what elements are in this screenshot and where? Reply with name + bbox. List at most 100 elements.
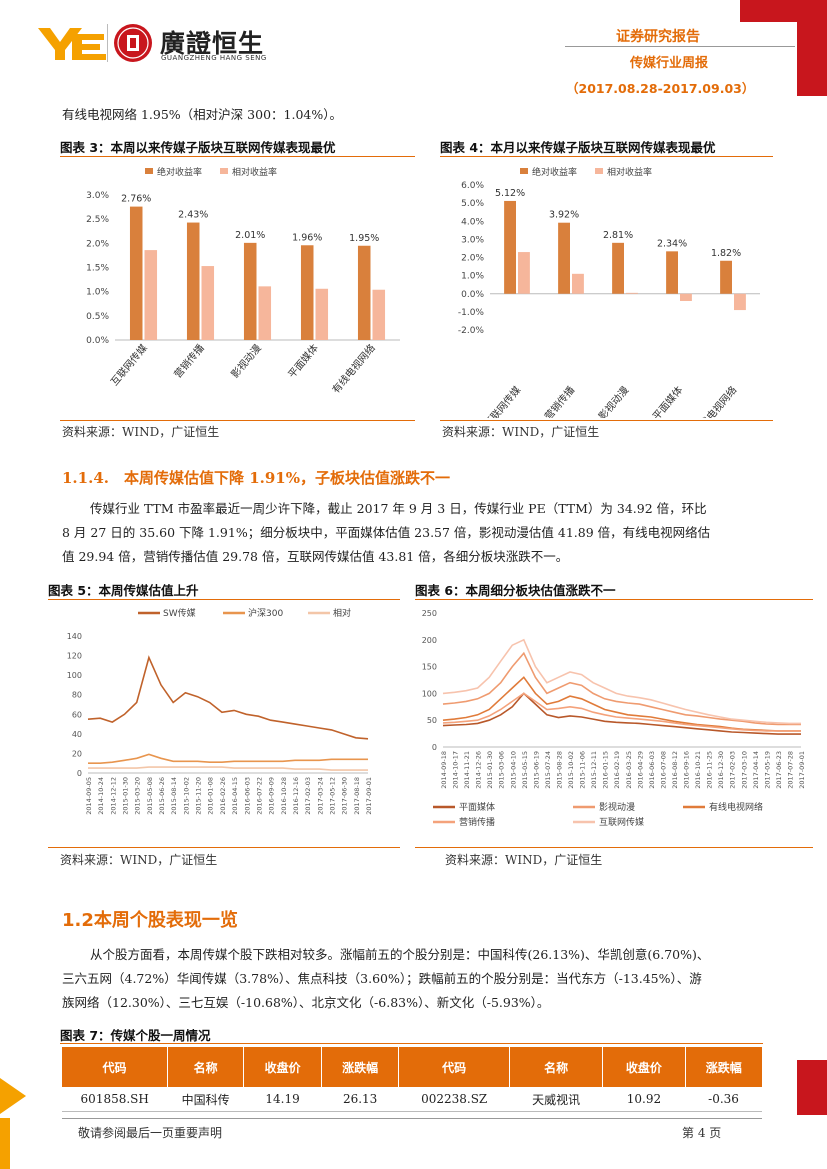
header: 廣證恒生 GUANGZHENG HANG SENG 证券研究报告 传媒行业周报 … [0, 0, 827, 100]
series-line [88, 766, 368, 771]
table-cell: 14.19 [243, 1087, 322, 1112]
x-tick-label: 2015-01-30 [122, 777, 130, 815]
legend-label: 平面媒体 [459, 801, 495, 813]
x-tick-label: 2017-03-24 [316, 777, 324, 815]
x-tick-label: 2017-06-30 [341, 777, 349, 815]
legend-label: 营销传播 [459, 816, 495, 828]
data-label: 1.96% [292, 232, 322, 243]
y-tick-label: 2.0% [461, 254, 484, 264]
x-tick-label: 2016-03-25 [625, 751, 633, 789]
x-tick-label: 2015-10-02 [182, 777, 190, 815]
x-tick-label: 2016-09-16 [683, 751, 691, 789]
fig4-bottom-rule [440, 420, 773, 421]
table-cell: 天威视讯 [509, 1087, 603, 1112]
legend-swatch [595, 168, 603, 174]
bar [612, 242, 624, 294]
company-logo [38, 28, 106, 60]
y-tick-label: 100 [67, 671, 82, 680]
para-line: 8 月 27 日的 35.60 下降 1.91%；细分板块中，平面媒体估值 23… [62, 525, 711, 540]
data-label: 1.82% [711, 248, 741, 259]
x-tick-label: 2014-09-18 [440, 751, 448, 789]
legend-label: 影视动漫 [599, 801, 635, 813]
bar [372, 289, 386, 340]
x-tick-label: 2016-07-22 [255, 777, 263, 815]
header-red-bar [797, 22, 827, 96]
fig4-title-rule [440, 156, 773, 157]
y-tick-label: 140 [67, 632, 82, 641]
data-label: 2.01% [235, 230, 265, 241]
series-line [87, 655, 369, 740]
x-tick-label: 2017-09-01 [798, 751, 806, 789]
data-label: 1.95% [349, 233, 379, 244]
x-tick-label: 有线电视网络 [691, 384, 740, 418]
legend-label: 有线电视网络 [709, 801, 763, 813]
fig7-title-rule [60, 1043, 763, 1044]
x-tick-label: 2015-06-19 [532, 751, 540, 789]
legend-swatch [520, 168, 528, 174]
y-tick-label: 3.0% [86, 191, 109, 201]
table-header-row: 代码 名称 收盘价 涨跌幅 代码 名称 收盘价 涨跌幅 [62, 1047, 762, 1087]
data-label: 2.34% [657, 238, 687, 249]
fig5-bottom-rule [48, 847, 400, 848]
y-tick-label: 120 [67, 652, 82, 661]
table-cell: 601858.SH [62, 1087, 168, 1112]
y-tick-label: 250 [422, 609, 437, 618]
col-header: 涨跌幅 [321, 1047, 400, 1087]
x-tick-label: 2017-09-01 [365, 777, 373, 815]
y-tick-label: 100 [422, 689, 437, 698]
series-line [442, 638, 801, 725]
fig5-chart: 0 20 40 60 80 100 120 140 2014-09-05 2014-10-24 20… [67, 607, 373, 815]
y-tick-label: 40 [72, 730, 82, 739]
bar [258, 286, 272, 340]
bar [186, 222, 200, 340]
section-114-para: 传媒行业 TTM 市盈率最近一周少许下降，截止 2017 年 9 月 3 日，传… [62, 497, 777, 569]
x-tick-label: 2015-03-06 [498, 751, 506, 789]
y-tick-label: 1.5% [86, 264, 109, 274]
col-header: 代码 [398, 1047, 510, 1087]
x-tick-label: 2015-08-28 [555, 751, 563, 789]
x-tick-label: 营销传播 [171, 342, 207, 381]
brand-name-en: GUANGZHENG HANG SENG [161, 54, 267, 62]
bar [626, 292, 638, 294]
x-tick-label: 2017-02-03 [729, 751, 737, 789]
col-header: 收盘价 [243, 1047, 322, 1087]
legend-swatch [220, 168, 228, 174]
x-tick-label: 2015-07-24 [544, 751, 552, 789]
x-tick-label: 2015-12-11 [590, 751, 598, 789]
x-tick-label: 2015-05-15 [521, 751, 529, 789]
x-tick-label: 平面媒体 [650, 384, 685, 418]
x-tick-label: 影视动漫 [228, 342, 264, 381]
series-line [442, 692, 801, 735]
fig4-title: 图表 4：本月以来传媒子版块互联网传媒表现最优 [440, 140, 716, 155]
x-tick-label: 互联网传媒 [108, 342, 149, 388]
x-tick-label: 2016-09-09 [268, 777, 276, 815]
y-tick-label: 3.0% [461, 235, 484, 245]
bar [357, 245, 371, 340]
x-tick-label: 2016-01-15 [602, 751, 610, 789]
x-tick-label: 2015-01-30 [486, 751, 494, 789]
fig6-source: 资料来源：WIND，广证恒生 [445, 853, 603, 867]
table-cell: 中国科传 [167, 1087, 244, 1112]
para-line: 三六五网（4.72%）华闻传媒（3.78%）、焦点科技（3.60%）；跌幅前五的… [62, 971, 702, 986]
x-tick-label: 2015-06-26 [158, 777, 166, 815]
x-tick-label: 2016-10-28 [280, 777, 288, 815]
x-tick-label: 2017-04-14 [752, 751, 760, 789]
bar [300, 245, 314, 340]
x-tick-label: 2016-02-19 [613, 751, 621, 789]
col-header: 名称 [509, 1047, 604, 1087]
y-tick-label: -2.0% [458, 326, 485, 336]
footer-red-bar [797, 1060, 827, 1115]
para-line: 值 29.94 倍，营销传播估值 29.78 倍，互联网传媒估值 43.81 倍… [62, 549, 569, 564]
fig3-title: 图表 3：本周以来传媒子版块互联网传媒表现最优 [60, 140, 336, 155]
y-tick-label: 0 [77, 769, 82, 778]
x-tick-label: 2014-12-12 [109, 777, 117, 815]
footer-corner-decoration [0, 1078, 26, 1169]
x-tick-label: 2016-11-25 [706, 751, 714, 789]
fig3-chart: 绝对收益率 相对收益率 0.0% 0.5% 1.0% 1.5% 2.0% 2.5% 3.0% 2.… [86, 166, 400, 396]
data-label: 5.12% [495, 188, 525, 199]
legend-label: 相对 [333, 607, 351, 619]
x-tick-label: 2014-12-26 [475, 751, 483, 789]
bar [518, 252, 530, 294]
legend-label: 相对收益率 [232, 166, 277, 178]
